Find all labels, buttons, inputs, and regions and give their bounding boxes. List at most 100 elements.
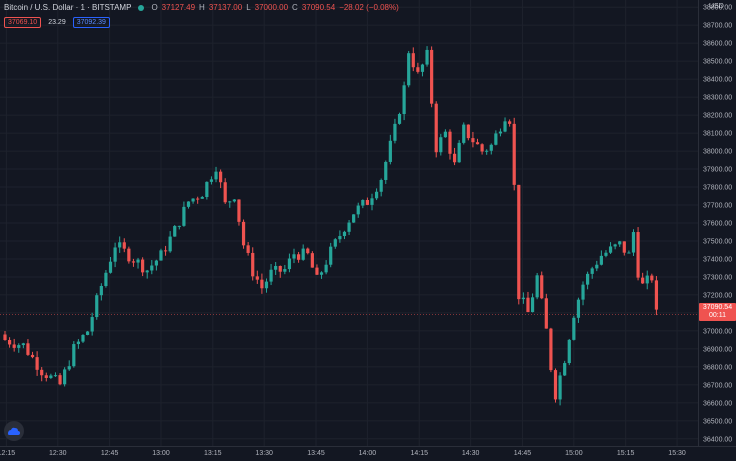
open-label: O (151, 3, 158, 12)
candle-body (145, 270, 149, 273)
candle-body (384, 161, 388, 180)
price-tick-label: 38400.00 (703, 77, 732, 84)
price-tick-label: 37900.00 (703, 167, 732, 174)
candle-body (576, 299, 581, 318)
candle-body (35, 357, 39, 370)
candle-body (517, 184, 521, 300)
candle-body (411, 53, 415, 68)
candle-body (489, 144, 493, 151)
candle-body (595, 264, 599, 269)
candle-body (457, 142, 461, 163)
candle-body (618, 241, 622, 245)
candle-body (30, 354, 35, 358)
price-tick-label: 38300.00 (703, 95, 732, 102)
candle-body (604, 252, 608, 256)
candle-body (361, 199, 365, 206)
candle-body (650, 275, 654, 281)
price-tick-label: 36700.00 (703, 382, 732, 389)
candle-body (599, 255, 603, 265)
candle-body (76, 341, 80, 345)
time-tick-label: 12:30 (49, 450, 67, 457)
currency-label[interactable]: USD (709, 3, 724, 10)
price-tick-label: 38500.00 (703, 59, 732, 66)
candle-body (333, 239, 337, 247)
candle-body (393, 123, 397, 141)
candle-body (223, 182, 227, 203)
candle-body (416, 67, 420, 72)
candle-body (631, 232, 636, 253)
candle-body (228, 201, 232, 203)
candle-body (466, 124, 470, 139)
candle-body (475, 142, 480, 145)
candle-body (544, 298, 548, 329)
time-tick-label: 13:30 (255, 450, 273, 457)
candle-body (535, 275, 539, 298)
candle-body (430, 49, 434, 104)
low-label: L (246, 3, 251, 12)
price-axis[interactable]: 36400.00 36500.00 36600.00 36700.00 36800.00… (703, 5, 732, 444)
candle-body (90, 317, 94, 332)
candle-body (622, 241, 626, 253)
candle-body (278, 265, 282, 272)
candle-body (627, 252, 631, 254)
bar-countdown: 00:11 (709, 312, 726, 319)
candle-body (196, 198, 200, 200)
candle-body (306, 248, 310, 254)
candle-body (40, 369, 44, 376)
candle-body (549, 328, 553, 371)
price-tick-label: 38200.00 (703, 113, 732, 120)
candle-body (237, 199, 241, 222)
candle-body (95, 295, 99, 318)
price-tick-label: 37200.00 (703, 292, 732, 299)
candle-body (388, 140, 392, 162)
candle-body (434, 103, 438, 153)
candle-body (241, 221, 246, 246)
price-tick-label: 38000.00 (703, 149, 732, 156)
candle-body (521, 297, 525, 300)
candle-body (26, 343, 30, 355)
tradingview-logo-icon[interactable] (4, 421, 24, 441)
legend-header: Bitcoin / U.S. Dollar · 1 · BITSTAMP O 37… (4, 3, 399, 12)
candle-body (342, 231, 347, 237)
candle-body (251, 252, 255, 277)
candle-body (567, 339, 571, 364)
candle-body (283, 269, 287, 272)
candle-body (154, 260, 158, 266)
candle-body (141, 259, 145, 273)
candle-body (572, 317, 576, 340)
bid-price-button[interactable]: 37069.10 (4, 17, 42, 28)
candle-body (356, 205, 360, 215)
candle-body (72, 344, 76, 367)
candle-body (122, 242, 126, 249)
candle-body (53, 375, 58, 377)
price-tick-label: 37400.00 (703, 256, 732, 263)
price-tick-label: 37800.00 (703, 185, 732, 192)
high-label: H (199, 3, 205, 12)
candle-body (338, 236, 342, 240)
high-value: 37137.00 (208, 3, 243, 12)
candle-body (498, 131, 503, 134)
candle-body (85, 331, 90, 335)
candle-body (407, 53, 411, 86)
candle-body (315, 267, 319, 275)
candle-body (526, 297, 530, 313)
candle-body (44, 375, 48, 378)
candle-body (113, 247, 117, 262)
price-tick-label: 37600.00 (703, 221, 732, 228)
candle-body (347, 222, 351, 232)
candle-body (608, 246, 613, 253)
symbol-title[interactable]: Bitcoin / U.S. Dollar · 1 · BITSTAMP (4, 3, 132, 12)
ask-price-button[interactable]: 37092.39 (72, 17, 110, 28)
candle-body (49, 375, 53, 378)
price-tick-label: 38700.00 (703, 23, 732, 30)
candle-body (439, 137, 443, 153)
candle-body (452, 153, 457, 163)
time-tick-label: 13:00 (152, 450, 170, 457)
candle-body (310, 253, 314, 268)
candle-body (365, 199, 370, 205)
candle-body (12, 344, 16, 348)
time-axis[interactable]: 12:15 12:30 12:45 13:00 13:15 13:30 13:45 14:00… (0, 450, 686, 457)
candle-body (370, 198, 374, 205)
candle-body (182, 206, 186, 226)
